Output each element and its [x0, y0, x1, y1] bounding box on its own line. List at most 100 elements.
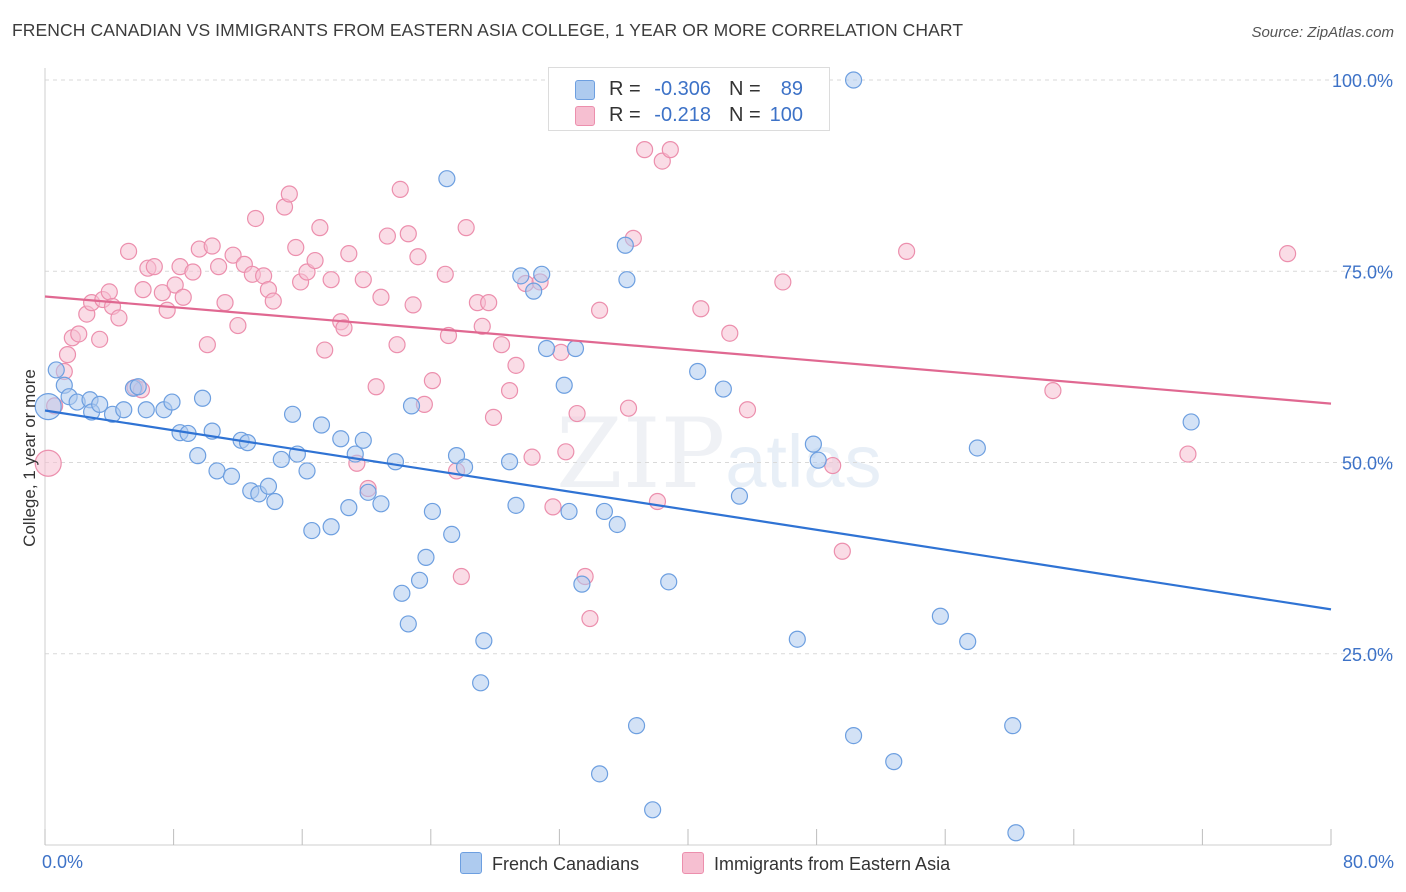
french-canadians-point — [34, 393, 62, 421]
french-canadians-point — [618, 271, 636, 289]
french-canadians-point — [931, 607, 949, 625]
french-canadians-point — [208, 462, 226, 480]
y-tick-label: 25.0% — [1342, 645, 1393, 665]
french-canadians-point — [537, 339, 556, 358]
french-canadians-point — [372, 495, 390, 513]
french-canadians-point — [399, 615, 417, 633]
immigrants-eastern-asia-point — [264, 292, 282, 310]
immigrants-eastern-asia-point — [833, 542, 851, 560]
immigrants-eastern-asia-point — [378, 227, 396, 245]
french-canadians-point — [443, 525, 461, 544]
french-canadians-point — [91, 395, 109, 413]
french-canadians-point — [644, 801, 662, 819]
french-canadians-point — [312, 416, 331, 434]
y-axis-title: College, 1 year or more — [20, 369, 39, 547]
french-canadians-point — [193, 389, 212, 407]
immigrants-eastern-asia-point — [898, 242, 916, 260]
french-canadians-point — [266, 492, 284, 511]
x-max-label: 80.0% — [1342, 852, 1394, 872]
n-value: 89 — [780, 78, 803, 100]
immigrants-eastern-asia-point — [557, 443, 575, 461]
immigrants-eastern-asia-point — [399, 225, 417, 243]
pink-swatch — [575, 106, 595, 126]
french-canadians-point — [714, 380, 732, 398]
immigrants-eastern-asia-point — [824, 456, 842, 475]
french-canadians-point — [573, 575, 591, 593]
immigrants-eastern-asia-point — [436, 265, 454, 283]
legend-item-french-canadians: French Canadians — [460, 852, 639, 875]
french-canadians-point — [844, 71, 863, 89]
immigrants-eastern-asia-point — [100, 283, 118, 301]
french-canadians-point — [163, 393, 181, 411]
y-tick-label: 75.0% — [1342, 262, 1393, 282]
chart-title: FRENCH CANADIAN VS IMMIGRANTS FROM EASTE… — [12, 20, 964, 40]
immigrants-eastern-asia-point — [480, 294, 498, 312]
immigrants-eastern-asia-point — [119, 242, 138, 260]
immigrants-eastern-asia-point — [246, 209, 265, 228]
r-value: -0.306 — [654, 78, 711, 100]
immigrants-eastern-asia-point — [34, 449, 62, 477]
immigrants-eastern-asia-point — [552, 343, 570, 361]
french-canadians-point — [500, 453, 519, 471]
french-canadians-point — [560, 502, 578, 521]
french-canadians-point — [115, 401, 133, 419]
immigrants-eastern-asia-point — [174, 288, 192, 306]
french-canadians-point — [885, 753, 903, 771]
french-canadians-point — [283, 405, 302, 423]
french-canadians-point — [189, 447, 207, 465]
immigrants-eastern-asia-point — [145, 258, 163, 276]
french-canadians-point — [566, 339, 585, 358]
immigrants-eastern-asia-point — [110, 309, 128, 327]
n-label: N = — [729, 104, 761, 126]
pink-swatch — [682, 852, 704, 874]
french-canadians-point — [555, 376, 573, 394]
immigrants-eastern-asia-point — [738, 401, 757, 419]
french-canadians-point — [332, 430, 350, 448]
immigrants-eastern-asia-point — [58, 346, 77, 364]
french-canadians-point — [608, 515, 626, 534]
immigrants-eastern-asia-point — [457, 219, 475, 237]
french-canadians-point — [595, 502, 614, 521]
immigrants-eastern-asia-point — [287, 238, 305, 257]
french-canadians-point — [512, 267, 530, 285]
french-canadians-point — [393, 584, 411, 602]
grid-lines — [45, 79, 1395, 655]
french-canadians-point — [129, 378, 147, 396]
immigrants-eastern-asia-point — [340, 245, 358, 263]
watermark-sub: atlas — [725, 420, 882, 503]
french-canadians-point — [1007, 824, 1025, 842]
immigrants-eastern-asia-point — [523, 448, 541, 466]
y-tick-label: 50.0% — [1342, 454, 1393, 474]
immigrants-eastern-asia-point — [774, 273, 792, 291]
immigrants-eastern-asia-point — [166, 276, 184, 294]
french-canadians-point — [410, 571, 429, 589]
french-canadians-point — [1004, 717, 1022, 735]
immigrants-eastern-asia-point — [635, 141, 654, 159]
french-canadians-point — [689, 362, 707, 381]
y-tick-label: 100.0% — [1332, 71, 1393, 91]
immigrants-eastern-asia-point — [158, 301, 176, 319]
french-canadians-point — [322, 518, 340, 536]
immigrants-eastern-asia-point — [306, 251, 324, 270]
immigrants-eastern-asia-point — [619, 399, 638, 417]
legend-label: French Canadians — [492, 854, 640, 874]
immigrants-eastern-asia-point — [335, 319, 353, 337]
x-min-label: 0.0% — [42, 852, 84, 872]
immigrants-eastern-asia-point — [134, 281, 152, 299]
immigrants-eastern-asia-point — [1278, 245, 1297, 263]
immigrants-eastern-asia-point — [568, 404, 586, 423]
french-canadians-point — [272, 450, 290, 469]
french-canadians-point — [627, 717, 646, 735]
french-canadians-point — [259, 477, 278, 495]
immigrants-eastern-asia-point — [322, 271, 340, 289]
french-canadians-point — [804, 435, 822, 453]
watermark: ZIPatlas — [556, 398, 882, 510]
french-canadians-point — [475, 632, 493, 650]
immigrants-eastern-asia-point — [452, 567, 470, 586]
french-canadians-point — [525, 282, 543, 300]
french-canadians-point — [137, 401, 155, 419]
french-canadians-point — [660, 573, 678, 591]
french-canadians-point — [968, 439, 986, 457]
immigrants-eastern-asia-point — [423, 372, 442, 390]
